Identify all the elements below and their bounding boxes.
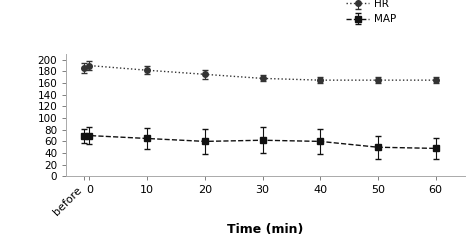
Legend: HR, MAP: HR, MAP <box>346 0 396 24</box>
X-axis label: Time (min): Time (min) <box>227 223 304 236</box>
